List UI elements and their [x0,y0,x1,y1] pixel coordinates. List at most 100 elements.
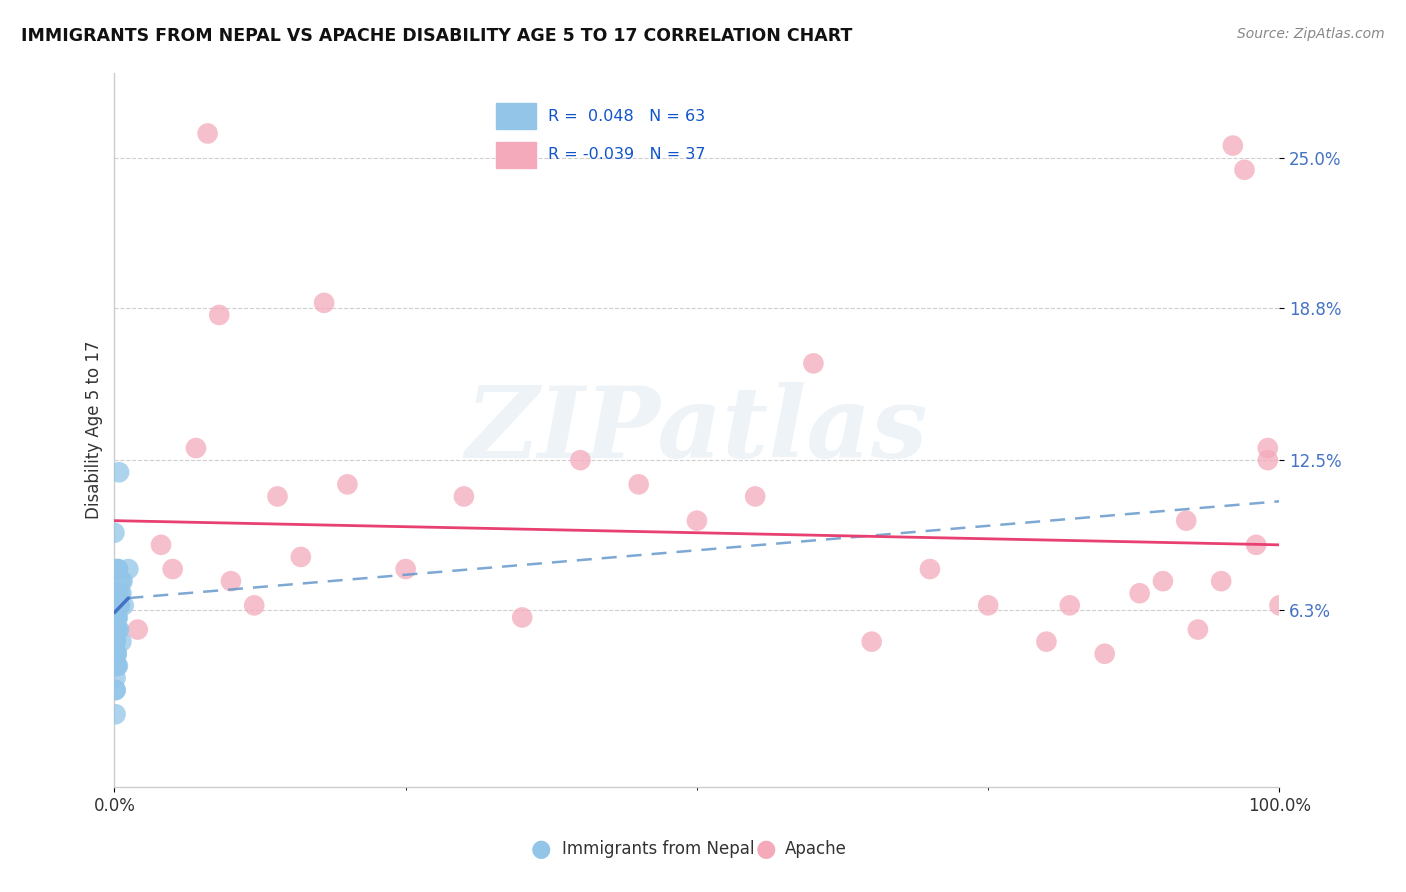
Point [336,477,359,491]
Point [104,671,127,685]
Point [104,658,127,673]
Point [1094,647,1116,661]
Point [112,599,135,613]
Point [108,623,131,637]
Point [266,490,288,504]
Point [627,477,650,491]
Point [1257,441,1279,455]
Point [104,586,127,600]
Point [105,623,128,637]
Point [105,623,128,637]
Point [105,610,128,624]
Point [104,623,127,637]
Point [197,127,219,141]
Point [395,562,418,576]
Point [208,308,231,322]
Point [104,658,127,673]
Point [105,586,128,600]
Point [453,490,475,504]
Point [105,623,128,637]
Point [105,599,128,613]
Point [1211,574,1233,589]
Point [105,610,128,624]
Point [104,599,127,613]
Point [104,647,127,661]
Y-axis label: Disability Age 5 to 17: Disability Age 5 to 17 [86,341,103,519]
Text: IMMIGRANTS FROM NEPAL VS APACHE DISABILITY AGE 5 TO 17 CORRELATION CHART: IMMIGRANTS FROM NEPAL VS APACHE DISABILI… [21,27,852,45]
Point [104,634,127,648]
Point [105,610,128,624]
Point [510,610,533,624]
Point [107,599,129,613]
Point [104,586,127,600]
Point [1059,599,1081,613]
Point [104,683,127,698]
Point [1233,162,1256,177]
Point [108,465,131,479]
Point [105,599,128,613]
Point [1244,538,1267,552]
Point [162,562,184,576]
Point [1187,623,1209,637]
Point [686,514,709,528]
Point [107,562,129,576]
Point [110,599,132,613]
Point [107,562,129,576]
Point [107,658,129,673]
Point [110,574,132,589]
Point [105,586,128,600]
Point [104,610,127,624]
Point [107,610,129,624]
Point [105,623,128,637]
Point [104,683,127,698]
Point [107,586,129,600]
Point [918,562,941,576]
Point [1152,574,1174,589]
Point [860,634,883,648]
Point [111,574,134,589]
Point [110,586,132,600]
Point [104,623,127,637]
Point [1129,586,1152,600]
Point [104,562,127,576]
Point [290,549,312,564]
Point [105,658,128,673]
Point [107,599,129,613]
Text: ●: ● [756,838,776,861]
Point [243,599,266,613]
Point [104,634,127,648]
Point [184,441,207,455]
Point [108,599,131,613]
Text: Source: ZipAtlas.com: Source: ZipAtlas.com [1237,27,1385,41]
Text: ●: ● [531,838,551,861]
Text: Immigrants from Nepal: Immigrants from Nepal [562,840,755,858]
Point [108,599,131,613]
Point [107,623,129,637]
Text: Apache: Apache [785,840,846,858]
Point [219,574,242,589]
Point [1175,514,1198,528]
Point [127,623,149,637]
Point [977,599,1000,613]
Point [150,538,173,552]
Point [103,525,125,540]
Point [110,586,132,600]
Point [105,658,128,673]
Point [104,647,127,661]
Point [314,296,336,310]
Point [107,586,129,600]
Point [104,707,127,722]
Point [104,634,127,648]
Point [105,623,128,637]
Point [105,586,128,600]
Point [105,647,128,661]
Point [744,490,766,504]
Point [107,599,129,613]
Point [1257,453,1279,467]
Point [104,634,127,648]
Point [104,623,127,637]
Point [1268,599,1291,613]
Point [110,634,132,648]
Point [569,453,592,467]
Point [1222,138,1244,153]
